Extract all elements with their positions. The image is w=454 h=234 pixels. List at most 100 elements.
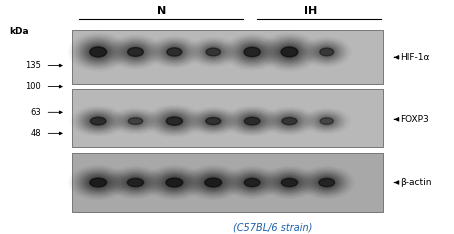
Ellipse shape <box>164 46 184 58</box>
Text: 100: 100 <box>25 82 41 91</box>
Ellipse shape <box>320 118 333 124</box>
Ellipse shape <box>316 46 337 58</box>
Ellipse shape <box>158 173 191 192</box>
Text: IH: IH <box>304 6 318 15</box>
Ellipse shape <box>164 177 184 188</box>
Ellipse shape <box>162 175 187 190</box>
Ellipse shape <box>202 115 224 127</box>
Ellipse shape <box>244 47 260 57</box>
Ellipse shape <box>281 178 297 187</box>
Ellipse shape <box>128 118 143 124</box>
Ellipse shape <box>279 176 300 189</box>
Ellipse shape <box>244 117 260 125</box>
Ellipse shape <box>87 176 109 189</box>
Ellipse shape <box>203 116 223 126</box>
Ellipse shape <box>163 45 186 59</box>
Ellipse shape <box>121 43 150 61</box>
Ellipse shape <box>237 113 268 129</box>
Ellipse shape <box>80 172 116 193</box>
Ellipse shape <box>205 47 222 57</box>
Text: FOXP3: FOXP3 <box>400 115 429 124</box>
Ellipse shape <box>277 176 301 189</box>
Ellipse shape <box>162 44 187 59</box>
Ellipse shape <box>319 117 335 125</box>
Ellipse shape <box>272 41 306 63</box>
Ellipse shape <box>128 178 143 187</box>
Ellipse shape <box>156 172 192 193</box>
Ellipse shape <box>241 115 264 127</box>
Ellipse shape <box>120 42 151 62</box>
Text: kDa: kDa <box>9 27 29 36</box>
Text: β-actin: β-actin <box>400 178 432 187</box>
Ellipse shape <box>281 47 298 57</box>
Ellipse shape <box>314 175 340 190</box>
Ellipse shape <box>244 47 260 57</box>
Ellipse shape <box>161 44 188 60</box>
Ellipse shape <box>84 113 113 129</box>
Ellipse shape <box>205 178 222 187</box>
Ellipse shape <box>239 114 265 128</box>
Ellipse shape <box>90 178 107 187</box>
Ellipse shape <box>244 178 260 187</box>
Text: HIF-1α: HIF-1α <box>400 53 430 62</box>
Ellipse shape <box>85 44 111 60</box>
Ellipse shape <box>197 173 230 192</box>
Text: (C57BL/6 strain): (C57BL/6 strain) <box>233 222 312 232</box>
Ellipse shape <box>276 175 303 190</box>
Ellipse shape <box>161 113 188 129</box>
Ellipse shape <box>320 117 333 125</box>
Ellipse shape <box>279 116 300 126</box>
Ellipse shape <box>280 177 299 188</box>
Ellipse shape <box>90 117 106 125</box>
Ellipse shape <box>241 176 264 189</box>
Ellipse shape <box>277 115 302 128</box>
Ellipse shape <box>160 175 188 190</box>
Ellipse shape <box>128 47 143 57</box>
Ellipse shape <box>81 41 115 63</box>
Ellipse shape <box>202 46 224 58</box>
Ellipse shape <box>206 48 221 56</box>
Ellipse shape <box>124 45 147 59</box>
Ellipse shape <box>167 48 182 56</box>
Ellipse shape <box>206 117 221 125</box>
Ellipse shape <box>199 175 227 190</box>
Ellipse shape <box>243 177 261 188</box>
Ellipse shape <box>87 45 109 59</box>
Ellipse shape <box>83 174 114 191</box>
Ellipse shape <box>317 46 336 58</box>
Ellipse shape <box>166 117 183 125</box>
Ellipse shape <box>242 45 263 59</box>
Ellipse shape <box>320 48 334 56</box>
Ellipse shape <box>167 48 182 56</box>
Ellipse shape <box>202 176 224 189</box>
Ellipse shape <box>127 117 144 125</box>
Ellipse shape <box>86 115 110 127</box>
Ellipse shape <box>236 42 268 62</box>
Ellipse shape <box>198 174 229 191</box>
Ellipse shape <box>242 176 262 189</box>
Ellipse shape <box>128 178 143 187</box>
Ellipse shape <box>235 41 270 63</box>
Ellipse shape <box>271 40 308 64</box>
Ellipse shape <box>128 48 143 56</box>
Text: 63: 63 <box>30 108 41 117</box>
Ellipse shape <box>80 40 116 64</box>
Ellipse shape <box>235 173 269 192</box>
Ellipse shape <box>83 42 114 62</box>
Ellipse shape <box>85 175 111 190</box>
Ellipse shape <box>204 46 223 58</box>
Ellipse shape <box>311 174 342 191</box>
Ellipse shape <box>280 46 299 58</box>
Ellipse shape <box>237 174 268 191</box>
Ellipse shape <box>281 178 297 187</box>
Ellipse shape <box>282 117 297 125</box>
Ellipse shape <box>278 45 301 59</box>
Ellipse shape <box>278 115 301 127</box>
Ellipse shape <box>126 177 145 188</box>
Ellipse shape <box>195 172 232 193</box>
Ellipse shape <box>318 177 336 188</box>
Ellipse shape <box>320 48 334 56</box>
Ellipse shape <box>84 43 112 61</box>
Ellipse shape <box>242 116 262 127</box>
Ellipse shape <box>243 116 261 126</box>
